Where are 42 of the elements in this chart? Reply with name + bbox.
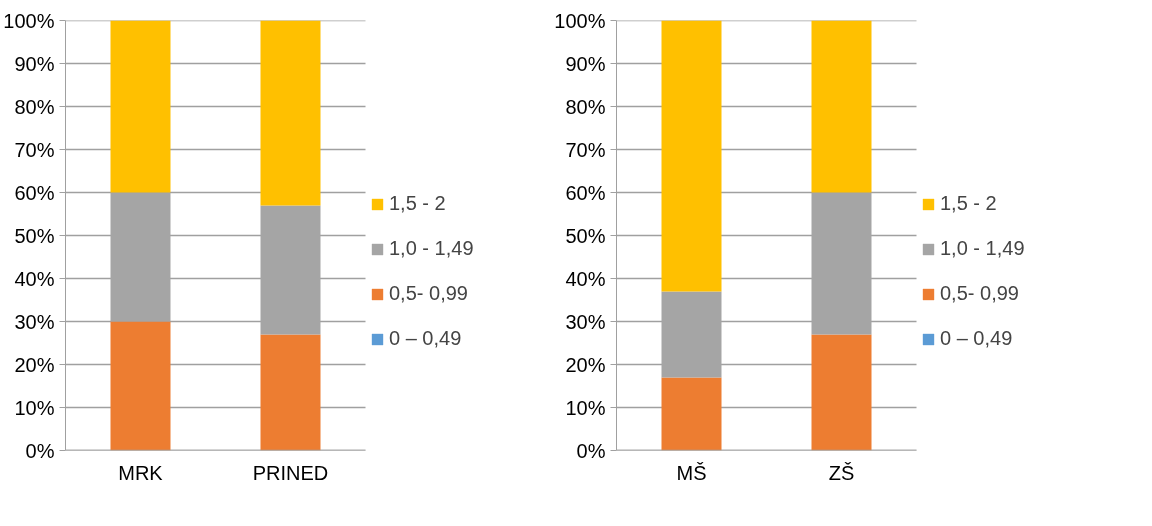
legend-label: 0 – 0,49 [940,327,1013,350]
legend-label: 0 – 0,49 [389,327,462,350]
legend-label: 1,0 - 1,49 [940,237,1025,260]
y-tick-label: 70% [14,138,55,161]
y-tick-label: 0% [25,439,55,462]
y-tick-label: 20% [14,353,55,376]
y-tick-label: 50% [14,224,55,247]
y-tick-label: 0% [576,439,606,462]
y-tick-label: 90% [14,52,55,75]
bar [110,321,171,451]
bar [260,20,321,206]
y-tick-label: 100% [554,9,606,32]
y-tick-label: 40% [14,267,55,290]
y-tick-label: 70% [565,138,606,161]
legend-label: 1,0 - 1,49 [389,237,474,260]
legend-label: 0,5- 0,99 [389,282,468,305]
y-tick-label: 50% [565,224,606,247]
bar [110,20,171,193]
y-tick-label: 60% [565,181,606,204]
y-tick-label: 60% [14,181,55,204]
bar [260,334,321,451]
bar [661,20,722,292]
bar [811,20,872,193]
bar [661,377,722,451]
x-tick-label: PRINED [252,461,329,484]
y-tick-label: 100% [3,9,55,32]
y-tick-label: 10% [14,396,55,419]
y-tick-label: 30% [565,310,606,333]
legend-label: 1,5 - 2 [940,192,997,215]
y-tick-label: 10% [565,396,606,419]
bar [811,334,872,451]
x-tick-label: ZŠ [828,461,855,484]
legend-label: 0,5- 0,99 [940,282,1019,305]
y-tick-label: 90% [565,52,606,75]
y-tick-label: 30% [14,310,55,333]
y-tick-label: 80% [565,95,606,118]
y-tick-label: 40% [565,267,606,290]
y-tick-label: 80% [14,95,55,118]
y-tick-label: 20% [565,353,606,376]
legend-label: 1,5 - 2 [389,192,446,215]
x-tick-label: MŠ [676,461,707,484]
x-tick-label: MRK [118,461,164,484]
